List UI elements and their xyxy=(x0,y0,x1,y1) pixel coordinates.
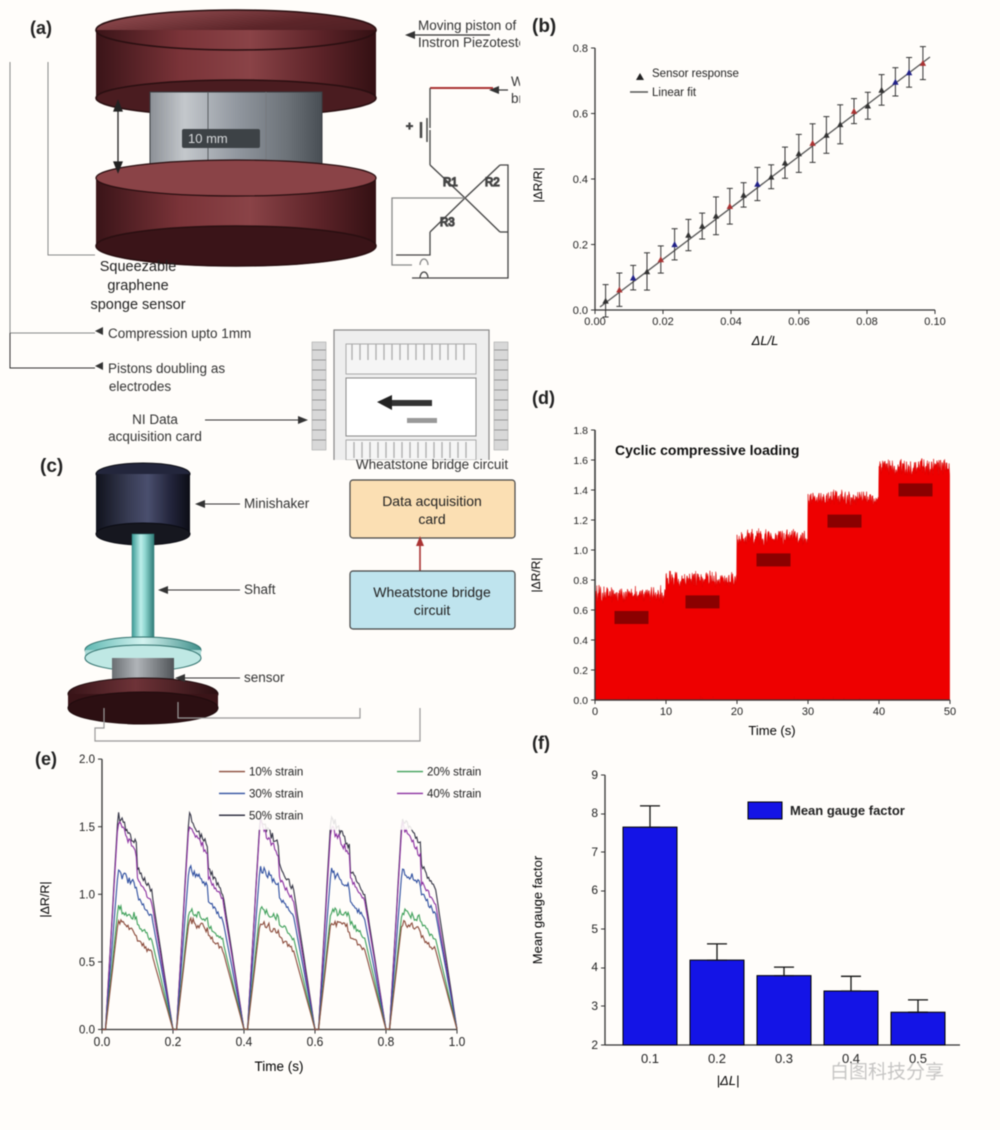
svg-text:40% strain: 40% strain xyxy=(427,787,481,800)
svg-text:10 mm: 10 mm xyxy=(188,131,228,146)
svg-text:50% strain: 50% strain xyxy=(249,809,303,822)
svg-text:0.2: 0.2 xyxy=(165,1035,182,1049)
svg-text:Wheatstone bridge: Wheatstone bridge xyxy=(373,584,491,600)
svg-text:NI Data: NI Data xyxy=(132,412,178,427)
svg-text:ΔL/L: ΔL/L xyxy=(751,333,779,348)
svg-text:0: 0 xyxy=(592,706,598,718)
svg-text:|ΔR/R|: |ΔR/R| xyxy=(38,881,52,917)
svg-text:7: 7 xyxy=(591,845,598,859)
svg-text:0.4: 0.4 xyxy=(573,174,588,186)
svg-text:Time (s): Time (s) xyxy=(255,1059,304,1074)
svg-text:Wheatstone bridge circuit: Wheatstone bridge circuit xyxy=(356,457,509,472)
svg-text:0.2: 0.2 xyxy=(573,665,588,677)
svg-text:30: 30 xyxy=(802,706,814,718)
svg-text:0.0: 0.0 xyxy=(94,1035,111,1049)
svg-text:1.2: 1.2 xyxy=(573,515,588,527)
svg-text:1.4: 1.4 xyxy=(573,485,588,497)
svg-text:0.06: 0.06 xyxy=(788,316,809,328)
svg-text:(c): (c) xyxy=(40,456,63,477)
svg-text:50: 50 xyxy=(944,706,956,718)
svg-text:10: 10 xyxy=(660,706,672,718)
svg-text:Linear fit: Linear fit xyxy=(652,87,697,99)
svg-text:0.6: 0.6 xyxy=(307,1035,324,1049)
svg-text:30% strain: 30% strain xyxy=(249,787,303,800)
svg-text:Data acquisition: Data acquisition xyxy=(382,493,482,509)
svg-text:0.08: 0.08 xyxy=(856,316,877,328)
svg-text:9: 9 xyxy=(591,768,598,782)
svg-text:0.3: 0.3 xyxy=(775,1051,793,1066)
svg-text:|ΔR/R|: |ΔR/R| xyxy=(531,168,545,203)
svg-text:graphene: graphene xyxy=(107,278,168,294)
svg-text:(a): (a) xyxy=(30,18,52,38)
svg-text:Cyclic compressive loading: Cyclic compressive loading xyxy=(615,442,799,458)
svg-text:(f): (f) xyxy=(532,733,550,753)
svg-text:(d): (d) xyxy=(532,388,555,408)
svg-text:1.5: 1.5 xyxy=(79,821,95,834)
svg-text:|ΔL|: |ΔL| xyxy=(717,1073,740,1088)
svg-text:0.6: 0.6 xyxy=(573,605,588,617)
svg-text:Squeezable: Squeezable xyxy=(100,259,177,275)
svg-text:1.0: 1.0 xyxy=(79,888,95,901)
svg-text:R2: R2 xyxy=(485,177,500,189)
svg-text:R3: R3 xyxy=(440,217,455,229)
svg-text:10% strain: 10% strain xyxy=(249,766,303,779)
svg-text:Shaft: Shaft xyxy=(244,582,276,597)
svg-text:Sensor response: Sensor response xyxy=(652,68,739,80)
svg-text:1.0: 1.0 xyxy=(449,1035,466,1049)
svg-text:Minishaker: Minishaker xyxy=(244,496,310,511)
svg-text:Pistons doubling as: Pistons doubling as xyxy=(108,361,225,376)
svg-text:5: 5 xyxy=(591,922,598,936)
svg-text:0.6: 0.6 xyxy=(573,109,588,121)
svg-text:4: 4 xyxy=(591,960,598,974)
svg-text:0.02: 0.02 xyxy=(652,316,673,328)
svg-text:bridge circuit: bridge circuit xyxy=(511,91,520,106)
svg-text:Wheatstone: Wheatstone xyxy=(511,74,520,89)
svg-text:6: 6 xyxy=(591,883,598,897)
svg-text:Instron Piezotester: Instron Piezotester xyxy=(418,35,520,50)
svg-text:8: 8 xyxy=(591,806,598,820)
svg-text:(b): (b) xyxy=(532,16,556,37)
svg-text:1.8: 1.8 xyxy=(573,425,588,437)
svg-text:+: + xyxy=(406,119,413,133)
svg-text:Mean gauge factor: Mean gauge factor xyxy=(790,803,905,818)
svg-text:0.10: 0.10 xyxy=(924,316,945,328)
svg-text:1.6: 1.6 xyxy=(573,455,588,467)
svg-text:0.8: 0.8 xyxy=(378,1035,395,1049)
svg-text:白图科技分享: 白图科技分享 xyxy=(830,1061,944,1083)
svg-text:20% strain: 20% strain xyxy=(427,766,481,779)
svg-text:0.04: 0.04 xyxy=(720,316,741,328)
svg-text:(e): (e) xyxy=(35,749,57,769)
svg-text:card: card xyxy=(418,511,445,527)
svg-text:Compression upto 1mm: Compression upto 1mm xyxy=(108,326,251,341)
svg-text:Mean gauge factor: Mean gauge factor xyxy=(530,855,545,964)
svg-text:acquisition card: acquisition card xyxy=(108,429,202,444)
svg-text:circuit: circuit xyxy=(414,602,451,618)
svg-text:0.5: 0.5 xyxy=(79,956,95,969)
svg-text:0.0: 0.0 xyxy=(573,695,588,707)
svg-text:|ΔR/R|: |ΔR/R| xyxy=(529,558,543,593)
svg-text:40: 40 xyxy=(873,706,885,718)
svg-text:3: 3 xyxy=(591,999,598,1013)
svg-text:0.2: 0.2 xyxy=(708,1051,726,1066)
svg-text:R1: R1 xyxy=(443,177,458,189)
svg-text:0.8: 0.8 xyxy=(573,43,588,55)
svg-text:sensor: sensor xyxy=(244,670,285,685)
svg-text:0.00: 0.00 xyxy=(584,316,605,328)
svg-text:0.4: 0.4 xyxy=(236,1035,253,1049)
svg-text:2.0: 2.0 xyxy=(79,753,95,766)
svg-text:0.2: 0.2 xyxy=(573,240,588,252)
svg-text:Moving piston of: Moving piston of xyxy=(418,18,517,33)
svg-text:2: 2 xyxy=(591,1038,598,1052)
svg-text:0.4: 0.4 xyxy=(573,635,588,647)
svg-text:sponge sensor: sponge sensor xyxy=(90,297,185,313)
svg-text:1.0: 1.0 xyxy=(573,545,588,557)
svg-text:20: 20 xyxy=(731,706,743,718)
svg-text:0.1: 0.1 xyxy=(641,1051,659,1066)
svg-text:0.8: 0.8 xyxy=(573,575,588,587)
svg-text:electrodes: electrodes xyxy=(109,379,172,394)
